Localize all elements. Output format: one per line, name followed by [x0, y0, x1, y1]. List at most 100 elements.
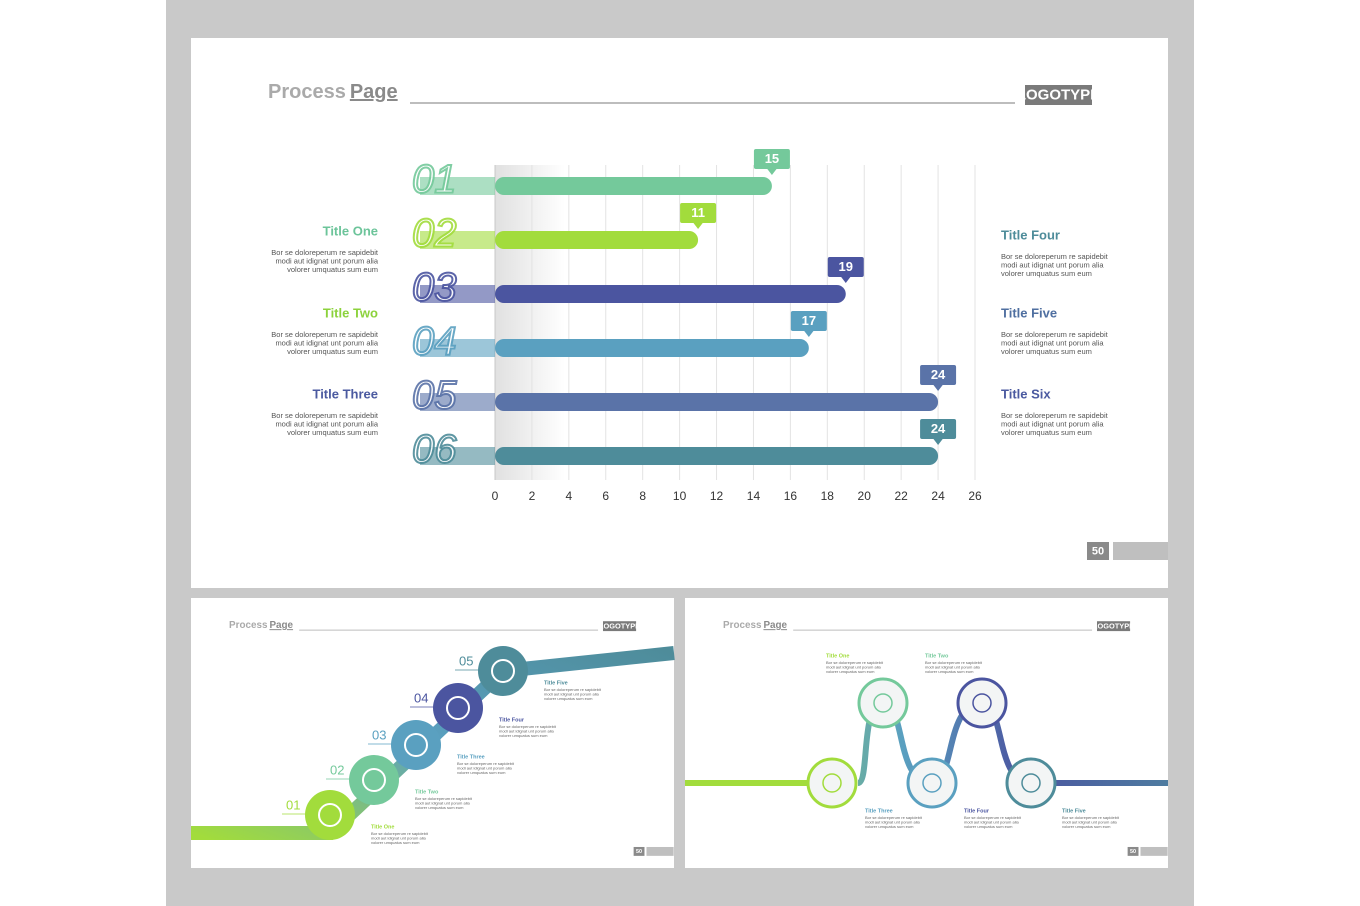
value-box	[680, 203, 717, 223]
x-tick-label: 12	[710, 489, 724, 503]
wave-text: modi aut idignat unt porum alia	[826, 665, 881, 670]
step-text: modi aut idignat unt porum alia	[457, 766, 512, 771]
step-text: modi aut idignat unt porum alia	[499, 729, 554, 734]
page-bar	[1140, 846, 1168, 856]
step-number: 03	[372, 727, 386, 742]
value-pointer	[933, 438, 944, 445]
value-label: 11	[691, 205, 705, 220]
step-circle	[305, 790, 355, 840]
side-title: Title Four	[1001, 227, 1060, 242]
bar	[495, 447, 939, 465]
page-bar	[1113, 542, 1168, 560]
value-box	[790, 311, 827, 331]
wave-title: Title One	[826, 653, 849, 659]
wave-icon	[922, 773, 942, 793]
wave-text: modi aut idignat unt porum alia	[865, 820, 920, 825]
category-band	[420, 177, 495, 195]
step-text: Bor se doloreperum re sapidebit	[499, 724, 557, 729]
value-label: 19	[839, 259, 853, 274]
wave-text: Bor se doloreperum re sapidebit	[865, 815, 923, 820]
axis-shade	[495, 165, 565, 480]
category-label: 03	[412, 266, 457, 310]
heading-light: Process	[229, 620, 268, 631]
wave-text: Bor se doloreperum re sapidebit	[826, 660, 884, 665]
category-band	[420, 393, 495, 411]
step-text: modi aut idignat unt porum alia	[544, 692, 599, 697]
side-title: Title Six	[1001, 386, 1051, 401]
wave-title: Title Two	[925, 653, 949, 659]
wave-text: volorer umquatus sum eum	[925, 669, 974, 674]
side-text: volorer umquatus sum eum	[1001, 347, 1092, 356]
wave-icon	[873, 693, 893, 713]
wave-text: Bor se doloreperum re sapidebit	[964, 815, 1022, 820]
value-box	[920, 419, 957, 439]
wave-text: Bor se doloreperum re sapidebit	[1062, 815, 1120, 820]
logotype-box	[602, 621, 637, 632]
x-tick-label: 24	[931, 489, 945, 503]
wave-text: Bor se doloreperum re sapidebit	[925, 660, 983, 665]
page-number: 50	[636, 849, 642, 855]
category-band	[420, 231, 495, 249]
step-title: Title Four	[499, 717, 525, 723]
category-label: 02	[412, 212, 457, 256]
wave-text: volorer umquatus sum eum	[865, 824, 914, 829]
side-text: modi aut idignat unt porum alia	[275, 419, 378, 428]
wave-icon	[822, 773, 842, 793]
side-title: Title Five	[1001, 305, 1057, 320]
value-box	[920, 365, 957, 385]
wave-circle	[906, 757, 958, 809]
value-pointer	[803, 330, 814, 337]
step-number: 05	[459, 653, 473, 668]
wave-text: modi aut idignat unt porum alia	[964, 820, 1019, 825]
category-band	[420, 339, 495, 357]
step-icon	[362, 768, 386, 792]
wave-title: Title Three	[865, 808, 893, 814]
value-label: 15	[765, 151, 779, 166]
wave-icon	[972, 693, 992, 713]
x-tick-label: 10	[673, 489, 687, 503]
step-text: modi aut idignat unt porum alia	[415, 801, 470, 806]
side-text: volorer umquatus sum eum	[1001, 428, 1092, 437]
heading-light: Process	[268, 81, 346, 103]
step-number: 01	[286, 797, 300, 812]
heading-light: Process	[723, 620, 762, 631]
side-title: Title Two	[323, 305, 378, 320]
value-box	[753, 149, 790, 169]
heading: ProcessPage	[723, 620, 788, 631]
slide-wave	[685, 598, 1168, 868]
bar	[495, 393, 939, 411]
step-circle	[349, 755, 399, 805]
page-number: 50	[1130, 849, 1136, 855]
category-label: 01	[412, 158, 457, 202]
page-bar	[646, 846, 674, 856]
step-number: 04	[414, 690, 428, 705]
slide-header: ProcessPage LOGOTYPE 50	[723, 620, 1168, 856]
step-icon	[446, 696, 470, 720]
wave-text: volorer umquatus sum eum	[1062, 824, 1111, 829]
side-text: volorer umquatus sum eum	[1001, 269, 1092, 278]
step-text: volorer umquatus sum eum	[415, 805, 464, 810]
wave-circle	[806, 757, 858, 809]
heading: ProcessPage	[229, 620, 294, 631]
wave-text: volorer umquatus sum eum	[964, 824, 1013, 829]
page-number-box	[633, 846, 645, 856]
side-text: volorer umquatus sum eum	[287, 347, 378, 356]
step-text: volorer umquatus sum eum	[457, 770, 506, 775]
bar	[495, 339, 809, 357]
step-title: Title Two	[415, 789, 439, 795]
step-text: Bor se doloreperum re sapidebit	[544, 687, 602, 692]
x-tick-label: 6	[602, 489, 609, 503]
side-text: modi aut idignat unt porum alia	[1001, 419, 1104, 428]
category-label: 05	[412, 374, 457, 418]
value-pointer	[933, 384, 944, 391]
page-number: 50	[1092, 545, 1104, 557]
step-circle	[478, 646, 528, 696]
side-text: Bor se doloreperum re sapidebit	[1001, 411, 1109, 420]
wave-circle	[956, 677, 1008, 729]
step-icon	[491, 659, 515, 683]
wave-text: volorer umquatus sum eum	[826, 669, 875, 674]
step-circle	[391, 720, 441, 770]
